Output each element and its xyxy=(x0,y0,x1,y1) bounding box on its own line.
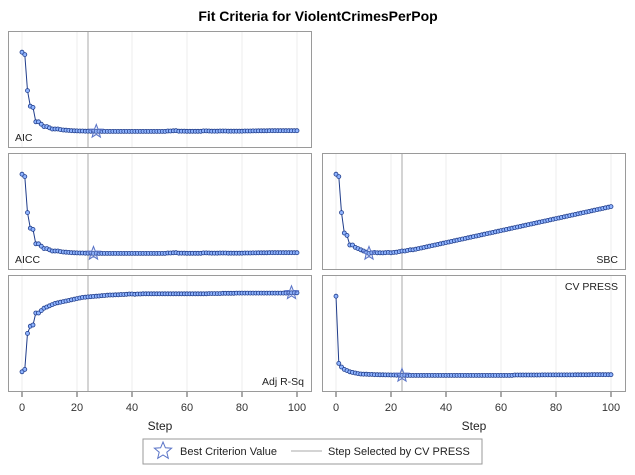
panel-aicc-label: AICC xyxy=(15,254,41,266)
panel-adj-r-sq-point xyxy=(22,366,28,372)
panels-group: AIC AICC SBC Adj R-Sq CV PRESS xyxy=(8,31,626,392)
x-axis-label-right: Step xyxy=(462,419,487,433)
x-tick-label-left: 40 xyxy=(126,402,138,414)
panel-sbc-point xyxy=(344,232,350,238)
panel-aicc-point xyxy=(22,174,28,180)
chart-title: Fit Criteria for ViolentCrimesPerPop xyxy=(198,8,437,24)
panel-sbc-point xyxy=(608,204,614,210)
panel-aic-point xyxy=(22,52,28,57)
panel-aicc-point xyxy=(25,210,30,216)
panel-aic-best-star-icon xyxy=(88,122,105,139)
panel-sbc-label: SBC xyxy=(596,254,618,266)
panel-cv-press: CV PRESS xyxy=(322,275,626,392)
x-tick-label-left: 0 xyxy=(19,402,25,414)
panel-cv-press-frame xyxy=(322,275,626,392)
panel-aicc-point xyxy=(30,226,36,232)
panel-aicc-point xyxy=(294,250,300,256)
panel-cv-press-point xyxy=(608,372,614,378)
panel-aic-point xyxy=(294,128,300,134)
x-axis-left: 0 20 40 60 80 100 xyxy=(19,392,306,414)
panel-adj-r-sq-point xyxy=(25,330,30,336)
panel-cv-press-point xyxy=(333,293,339,299)
x-tick-label-left: 80 xyxy=(236,402,248,414)
panel-aic-point xyxy=(25,88,30,93)
panel-adj-r-sq-label: Adj R-Sq xyxy=(262,376,304,388)
panel-sbc-point xyxy=(339,210,344,216)
panel-aic-label: AIC xyxy=(15,132,33,144)
legend-best-label: Best Criterion Value xyxy=(180,446,277,458)
panel-sbc-point xyxy=(336,174,342,180)
panel-cv-press-best-star-icon xyxy=(393,367,411,383)
x-tick-label-right: 100 xyxy=(602,402,620,414)
legend-selected-label: Step Selected by CV PRESS xyxy=(328,446,470,458)
x-tick-label-right: 80 xyxy=(550,402,562,414)
panel-aic-point xyxy=(30,105,36,110)
panel-cv-press-point xyxy=(336,360,342,366)
legend-star-icon xyxy=(153,440,173,460)
panel-sbc-best-star-icon xyxy=(360,245,378,261)
x-tick-label-right: 20 xyxy=(385,402,397,414)
panel-cv-press-label: CV PRESS xyxy=(565,281,618,293)
legend: Best Criterion Value Step Selected by CV… xyxy=(142,438,483,465)
panel-aicc-best-star-icon xyxy=(85,245,102,261)
x-tick-label-right: 0 xyxy=(333,402,339,414)
x-axis-label-left: Step xyxy=(148,419,173,433)
panel-sbc-frame xyxy=(322,153,626,270)
panel-aicc: AICC xyxy=(8,153,312,270)
x-tick-label-right: 60 xyxy=(495,402,507,414)
x-tick-label-left: 60 xyxy=(181,402,193,414)
panel-aic: AIC xyxy=(8,31,312,148)
x-tick-label-left: 20 xyxy=(71,402,83,414)
panel-adj-r-sq-best-star-icon xyxy=(283,284,300,300)
x-tick-label-right: 40 xyxy=(440,402,452,414)
panel-adj-r-sq: Adj R-Sq xyxy=(8,275,312,392)
x-axis-right: 0 20 40 60 80 100 xyxy=(333,392,620,414)
panel-adj-r-sq-point xyxy=(30,322,36,328)
x-tick-label-left: 100 xyxy=(288,402,306,414)
panel-sbc: SBC xyxy=(322,153,626,270)
